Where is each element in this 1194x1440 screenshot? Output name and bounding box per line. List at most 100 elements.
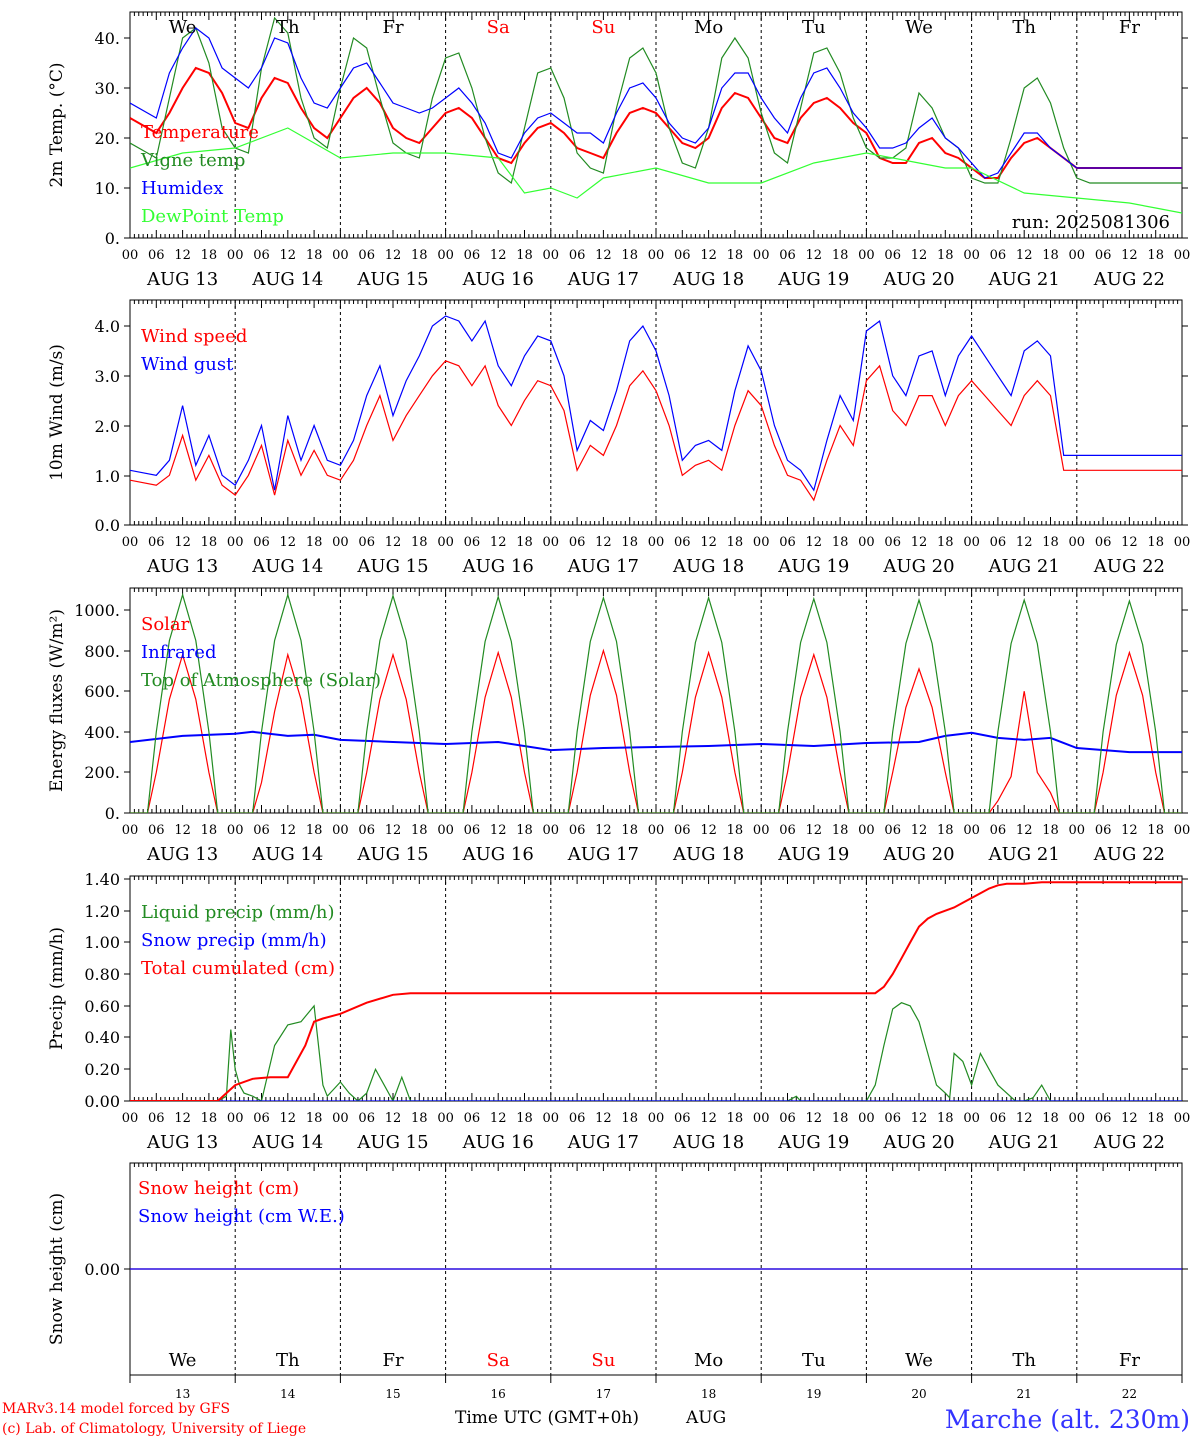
y-tick-label: 1.00 (84, 933, 120, 952)
series-line-wind_speed (130, 360, 1182, 502)
weekday-label: We (169, 1350, 197, 1371)
hour-label: 06 (1095, 248, 1112, 263)
hour-label: 18 (516, 248, 533, 263)
hour-label: 00 (648, 248, 665, 263)
hour-label: 18 (937, 823, 954, 838)
date-label: AUG 15 (356, 269, 428, 290)
hour-label: 06 (148, 248, 165, 263)
hour-label: 12 (911, 823, 928, 838)
hour-label: 06 (674, 535, 691, 550)
hour-label: 18 (1147, 535, 1164, 550)
hour-label: 18 (411, 248, 428, 263)
hour-label: 00 (543, 1111, 560, 1126)
hour-label: 18 (1042, 535, 1059, 550)
date-label: AUG 18 (672, 1132, 744, 1153)
panel-2: 4.0 3.0 2.0 1.0 0.0 10m Wind (m/s) Wind speed W… (47, 299, 1190, 577)
hour-label: 00 (437, 248, 454, 263)
date-label: AUG 18 (672, 844, 744, 865)
hour-label: 12 (911, 248, 928, 263)
series-line-cumulated (130, 881, 1182, 1101)
hour-label: 00 (437, 535, 454, 550)
hour-label: 06 (358, 1111, 375, 1126)
day-number: 18 (701, 1387, 716, 1401)
y-tick-label: 0.80 (84, 965, 120, 984)
hour-label: 00 (332, 248, 349, 263)
hour-label: 18 (306, 535, 323, 550)
hour-label: 06 (779, 823, 796, 838)
weekday-label: Sa (487, 17, 510, 38)
hour-label: 06 (358, 823, 375, 838)
hour-label: 00 (122, 248, 139, 263)
hour-label: 18 (937, 535, 954, 550)
date-label: AUG 21 (988, 1132, 1060, 1153)
weekday-label: Tu (802, 1350, 826, 1371)
hour-label: 06 (464, 248, 481, 263)
weekday-label: Mo (694, 1350, 723, 1371)
hour-label: 12 (595, 535, 612, 550)
y-tick-label: 30. (95, 79, 120, 98)
hour-label: 18 (516, 535, 533, 550)
date-label: AUG 16 (462, 556, 534, 577)
hour-label: 00 (227, 1111, 244, 1126)
hour-label: 00 (437, 823, 454, 838)
panel-4: 1.40 1.20 1.00 0.80 0.60 0.40 0.20 0.00 Precip (… (47, 870, 1190, 1153)
hour-label: 06 (464, 823, 481, 838)
day-number: 16 (491, 1387, 506, 1401)
series-line-dewpoint (130, 127, 1182, 214)
hour-label: 12 (174, 535, 191, 550)
date-label: AUG 22 (1093, 269, 1165, 290)
legend-solar: Solar (141, 614, 190, 635)
hour-label: 12 (700, 823, 717, 838)
hour-label: 06 (674, 823, 691, 838)
date-label: AUG 13 (146, 556, 218, 577)
hour-label: 18 (832, 1111, 849, 1126)
hour-label: 12 (806, 823, 823, 838)
date-label: AUG 19 (777, 269, 849, 290)
hour-label: 12 (595, 823, 612, 838)
hour-label: 00 (963, 535, 980, 550)
panels: 40. 30. 20. 10. 0. 2m Temp. (°C) Temperature Vi… (47, 11, 1190, 1401)
hour-label: 18 (937, 1111, 954, 1126)
day-number: 22 (1122, 1387, 1137, 1401)
hour-label: 18 (621, 823, 638, 838)
date-label: AUG 22 (1093, 844, 1165, 865)
hour-label: 06 (569, 535, 586, 550)
hour-label: 06 (674, 248, 691, 263)
credit-line-1: MARv3.14 model forced by GFS (2, 1401, 230, 1417)
date-label: AUG 21 (988, 556, 1060, 577)
hour-label: 18 (1042, 1111, 1059, 1126)
y-tick-label: 0.40 (84, 1028, 120, 1047)
legend-wind_gust: Wind gust (141, 354, 234, 375)
hour-label: 06 (884, 535, 901, 550)
date-label: AUG 21 (988, 844, 1060, 865)
hour-label: 12 (385, 535, 402, 550)
y-tick-label: 0. (105, 804, 120, 823)
hour-label: 12 (1016, 823, 1033, 838)
hour-label: 18 (832, 248, 849, 263)
hour-label: 18 (727, 1111, 744, 1126)
hour-label: 00 (332, 823, 349, 838)
hour-label: 18 (1147, 248, 1164, 263)
hour-label: 18 (1042, 248, 1059, 263)
hour-label: 12 (1121, 248, 1138, 263)
hour-label: 06 (358, 248, 375, 263)
hour-label: 00 (227, 535, 244, 550)
hour-label: 06 (1095, 1111, 1112, 1126)
y-tick-label: 40. (95, 29, 120, 48)
series-line-temperature (130, 66, 1182, 179)
hour-label: 06 (779, 1111, 796, 1126)
date-label: AUG 14 (251, 844, 323, 865)
legend-liquid: Liquid precip (mm/h) (141, 902, 335, 923)
hour-label: 18 (727, 248, 744, 263)
weekday-label: Th (1012, 17, 1036, 38)
weekday-label: Tu (802, 17, 826, 38)
date-label: AUG 20 (882, 556, 954, 577)
legend-vigne: Vigne temp (140, 150, 245, 171)
panel-3: 1000. 800. 600. 400. 200. 0. Energy fluxes (W/… (47, 587, 1190, 865)
hour-label: 06 (253, 248, 270, 263)
hour-label: 12 (1016, 535, 1033, 550)
hour-label: 00 (1069, 535, 1086, 550)
hour-label: 00 (1069, 248, 1086, 263)
hour-label: 06 (358, 535, 375, 550)
series-line-humidex (130, 27, 1182, 179)
